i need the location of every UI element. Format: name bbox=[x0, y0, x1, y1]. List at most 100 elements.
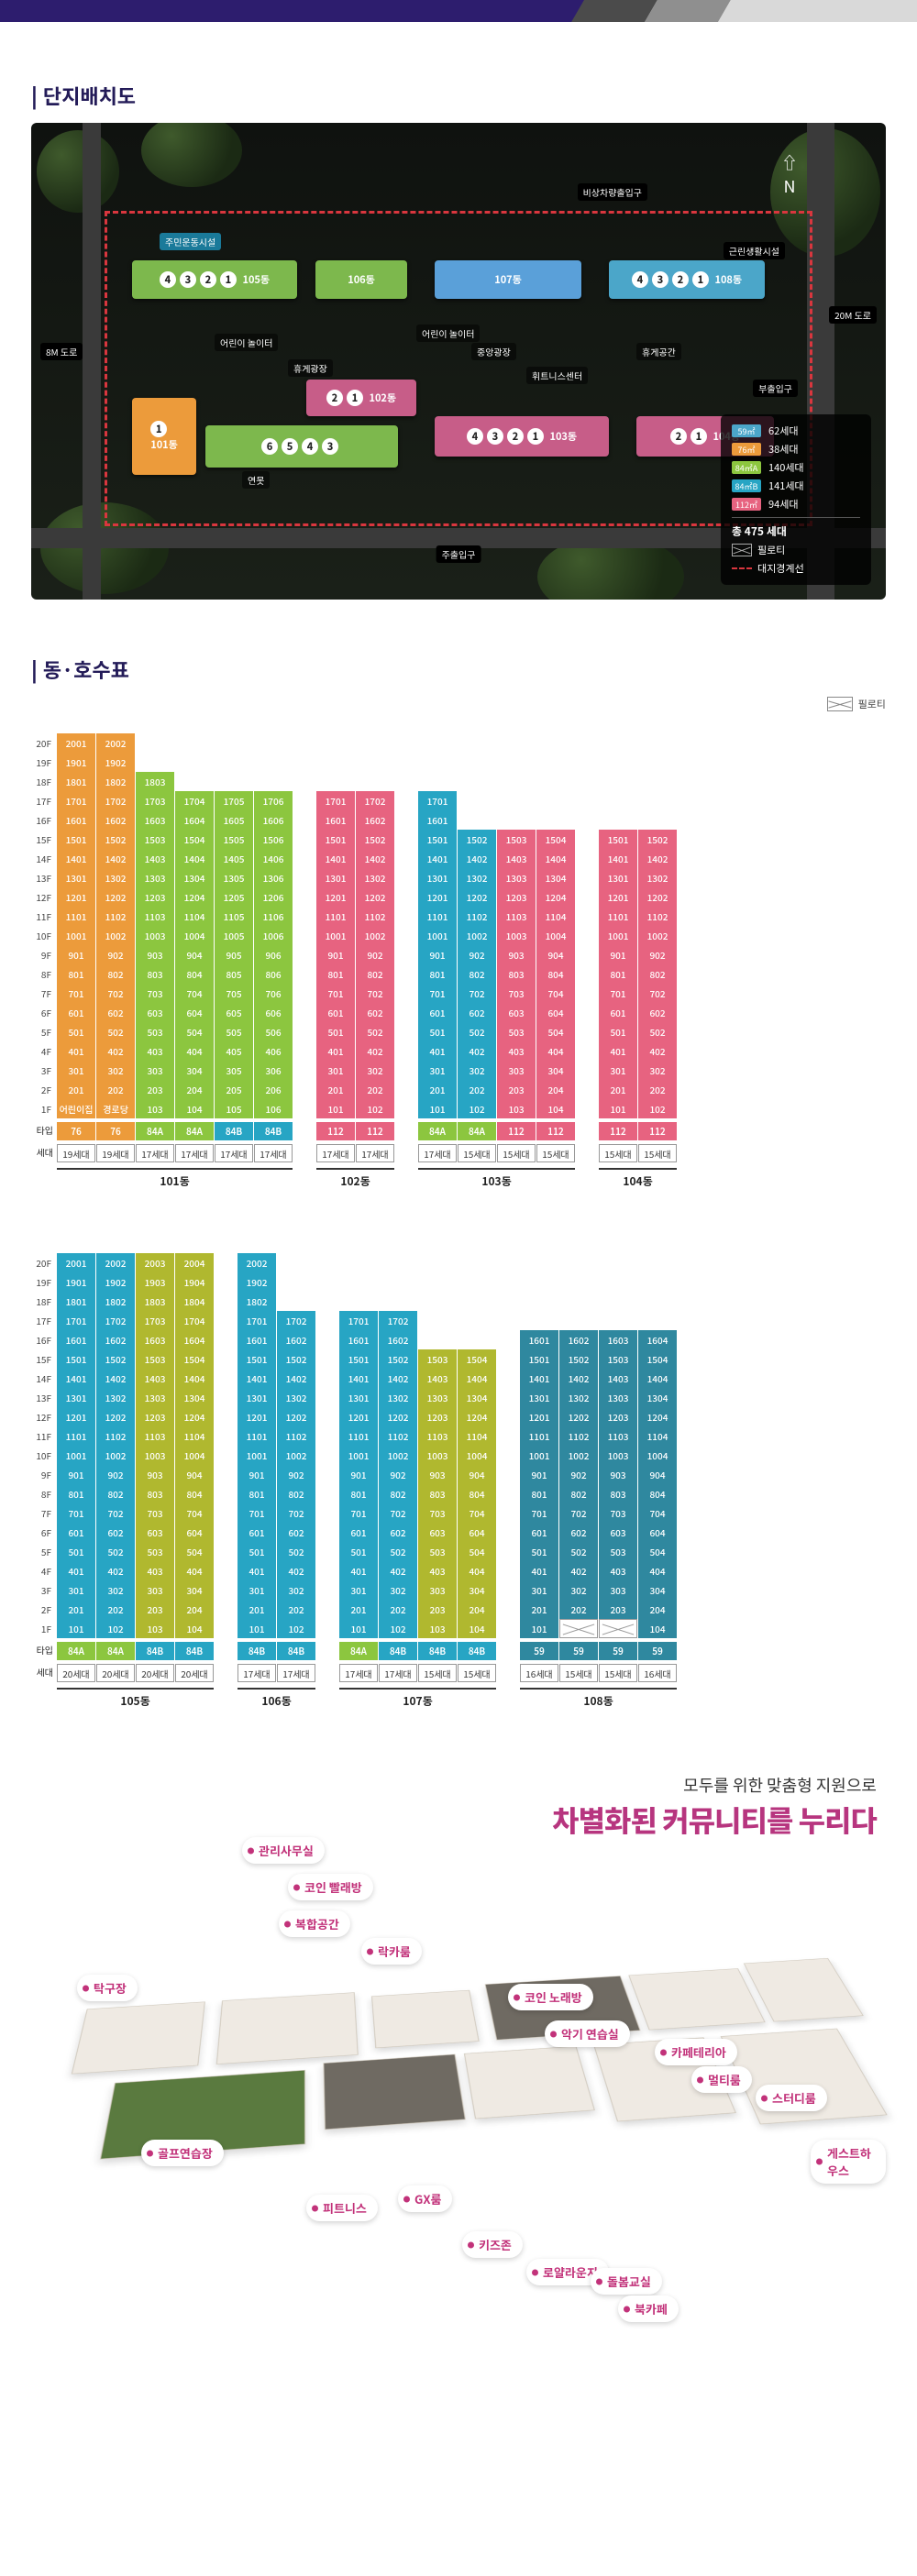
floor-label: 14F bbox=[31, 849, 51, 868]
unit-cell: 1404 bbox=[638, 1369, 677, 1388]
unit-cell: 1101 bbox=[316, 907, 355, 926]
main-gate-label: 주출입구 bbox=[436, 545, 481, 563]
unit-cell: 704 bbox=[175, 1503, 214, 1523]
floor-label: 10F bbox=[31, 1446, 51, 1465]
unit-cell: 504 bbox=[536, 1022, 575, 1041]
unit-cell: 501 bbox=[418, 1022, 457, 1041]
room bbox=[72, 2001, 205, 2074]
floor-label: 20F bbox=[31, 733, 51, 753]
unit-cell: 305 bbox=[215, 1061, 253, 1080]
floor-label: 16F bbox=[31, 810, 51, 830]
unit-cell: 1002 bbox=[356, 926, 394, 945]
bldg-103: 4321 103동 bbox=[435, 416, 609, 457]
households-cell: 16세대 bbox=[638, 1664, 677, 1682]
households-cell: 19세대 bbox=[96, 1144, 135, 1162]
unit-cell: 601 bbox=[316, 1003, 355, 1022]
unit-cell: 1601 bbox=[238, 1330, 276, 1349]
unit-cell: 101 bbox=[418, 1099, 457, 1118]
unit-cell: 104 bbox=[175, 1099, 214, 1118]
unit-stack: 1701160115011401130112011101100190180170… bbox=[339, 1253, 378, 1638]
unit-stack: 1803170316031503140313031203110310039038… bbox=[136, 733, 174, 1118]
unit-cell: 302 bbox=[458, 1061, 496, 1080]
unit-cell: 1104 bbox=[458, 1426, 496, 1446]
unit-cell: 1602 bbox=[356, 810, 394, 830]
unit-cell: 702 bbox=[559, 1503, 598, 1523]
unit-cell: 1204 bbox=[638, 1407, 677, 1426]
unit-cell: 1103 bbox=[136, 1426, 174, 1446]
unit-cell: 1004 bbox=[638, 1446, 677, 1465]
households-cell: 17세대 bbox=[136, 1144, 174, 1162]
dong-name: 102동 bbox=[316, 1168, 394, 1189]
unit-cell: 1503 bbox=[136, 1349, 174, 1369]
unit-cell: 401 bbox=[418, 1041, 457, 1061]
unit-cell: 1804 bbox=[175, 1292, 214, 1311]
households-cell: 17세대 bbox=[277, 1664, 315, 1682]
unit-cell: 304 bbox=[638, 1580, 677, 1600]
type-cell: 84A bbox=[57, 1642, 95, 1660]
unit-stack: 1503140313031203110310039038037036035034… bbox=[497, 733, 536, 1118]
floor-label: 12F bbox=[31, 887, 51, 907]
type-cell: 84A bbox=[96, 1642, 135, 1660]
floor-label: 18F bbox=[31, 772, 51, 791]
type-cell: 112 bbox=[536, 1122, 575, 1140]
floor-label: 3F bbox=[31, 1580, 51, 1600]
unit-cell: 406 bbox=[254, 1041, 293, 1061]
dong-block: 1701160115011401130112011101100190180170… bbox=[418, 733, 575, 1189]
unit-cell: 805 bbox=[215, 964, 253, 984]
unit-cell: 1503 bbox=[136, 830, 174, 849]
unit-cell: 1301 bbox=[57, 1388, 95, 1407]
households-cell: 17세대 bbox=[238, 1664, 276, 1682]
top-accent-bar bbox=[0, 0, 917, 22]
unit-cell: 404 bbox=[536, 1041, 575, 1061]
legend-row: 112㎡94세대 bbox=[732, 497, 860, 512]
unit-cell: 202 bbox=[638, 1080, 677, 1099]
unit-cell: 1401 bbox=[599, 849, 637, 868]
floor-label: 3F bbox=[31, 1061, 51, 1080]
unit-cell: 502 bbox=[638, 1022, 677, 1041]
unit-cell: 201 bbox=[57, 1080, 95, 1099]
unit-cell: 1601 bbox=[57, 1330, 95, 1349]
unit-cell: 1602 bbox=[96, 1330, 135, 1349]
unit-cell: 901 bbox=[238, 1465, 276, 1484]
unit-cell: 204 bbox=[175, 1080, 214, 1099]
unit-cell: 501 bbox=[238, 1542, 276, 1561]
room bbox=[216, 1992, 359, 2064]
unit-cell: 103 bbox=[136, 1099, 174, 1118]
type-cell: 84A bbox=[418, 1122, 457, 1140]
amenity-label: 어린이 놀이터 bbox=[416, 325, 480, 342]
unit-cell: 1401 bbox=[339, 1369, 378, 1388]
unit-cell: 1201 bbox=[57, 1407, 95, 1426]
unit-cell: 901 bbox=[418, 945, 457, 964]
type-cell: 84B bbox=[175, 1642, 214, 1660]
unit-cell: 403 bbox=[136, 1041, 174, 1061]
unit-cell: 802 bbox=[559, 1484, 598, 1503]
unit-cell: 702 bbox=[379, 1503, 417, 1523]
unit-cell: 1801 bbox=[57, 772, 95, 791]
unit-cell: 1401 bbox=[418, 849, 457, 868]
unit-cell: 1304 bbox=[458, 1388, 496, 1407]
unit-cell: 102 bbox=[277, 1619, 315, 1638]
unit-cell: 1402 bbox=[559, 1369, 598, 1388]
amenity-label: 휴게공간 bbox=[636, 343, 681, 360]
floor-label: 13F bbox=[31, 1388, 51, 1407]
unit-cell: 1404 bbox=[458, 1369, 496, 1388]
unit-cell: 302 bbox=[277, 1580, 315, 1600]
busstop-label: 근린생활시설 bbox=[724, 242, 785, 259]
bldg-101a: 1101동 bbox=[132, 398, 196, 475]
dong-block: 20F19F18F17F16F15F14F13F12F11F10F9F8F7F6… bbox=[31, 1253, 214, 1709]
legend-households: 38세대 bbox=[768, 442, 798, 457]
unit-stack: 1503140313031203110310039038037036035034… bbox=[418, 1253, 457, 1638]
unit-cell: 1101 bbox=[57, 1426, 95, 1446]
unit-cell: 403 bbox=[497, 1041, 536, 1061]
unit-cell: 904 bbox=[638, 1465, 677, 1484]
dong-name: 101동 bbox=[57, 1168, 293, 1189]
unit-cell: 504 bbox=[638, 1542, 677, 1561]
floor-label: 9F bbox=[31, 1465, 51, 1484]
floor-label: 2F bbox=[31, 1600, 51, 1619]
unit-cell: 1002 bbox=[277, 1446, 315, 1465]
unit-cell: 903 bbox=[136, 1465, 174, 1484]
dong-block: 1701160115011401130112011101100190180170… bbox=[339, 1253, 496, 1709]
unit-cell: 301 bbox=[316, 1061, 355, 1080]
legend-boundary: 대지경계선 bbox=[757, 561, 804, 576]
dong-block: 2002190218021701160115011401130112011101… bbox=[238, 1253, 315, 1709]
